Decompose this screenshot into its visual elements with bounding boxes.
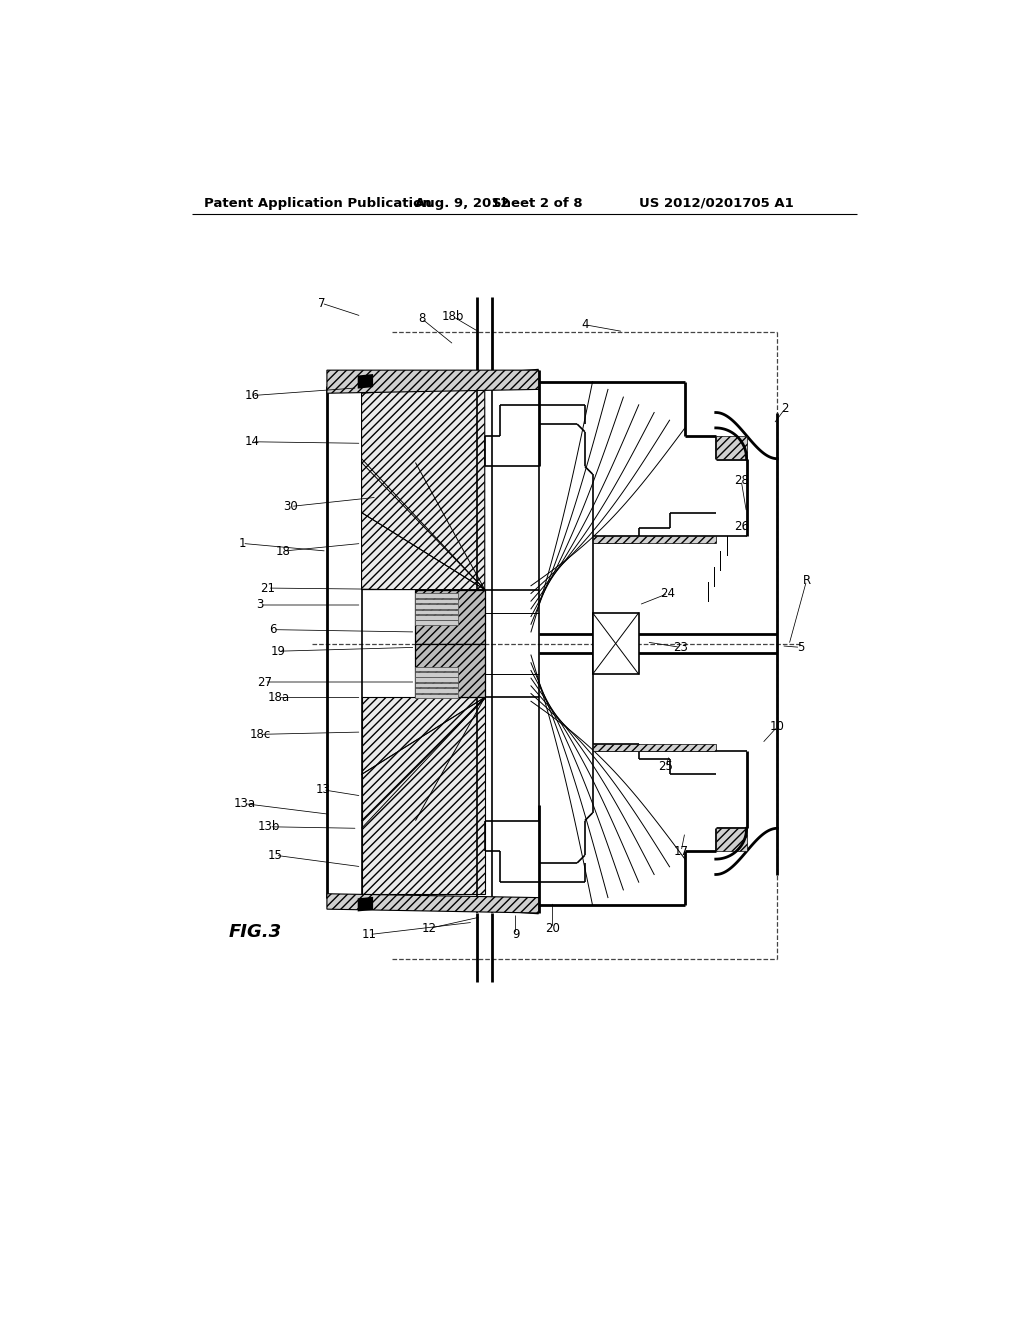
Text: 9: 9 <box>512 928 519 941</box>
Text: 26: 26 <box>733 520 749 533</box>
Polygon shape <box>593 743 716 751</box>
Polygon shape <box>716 829 746 851</box>
Polygon shape <box>716 436 746 459</box>
Text: 20: 20 <box>545 921 560 935</box>
Text: 18: 18 <box>275 545 291 557</box>
Text: 8: 8 <box>418 312 425 325</box>
Text: 13: 13 <box>315 783 331 796</box>
Text: 15: 15 <box>268 849 283 862</box>
Text: R: R <box>803 574 811 587</box>
Text: 10: 10 <box>770 721 784 733</box>
Bar <box>416 599 458 603</box>
Bar <box>416 615 458 619</box>
Text: 24: 24 <box>660 587 676 601</box>
Polygon shape <box>357 896 373 911</box>
Bar <box>416 610 458 614</box>
Bar <box>416 667 458 671</box>
Polygon shape <box>416 590 484 644</box>
Bar <box>416 688 458 693</box>
Text: 11: 11 <box>361 928 377 941</box>
Polygon shape <box>327 370 539 393</box>
Bar <box>416 693 458 698</box>
Text: Patent Application Publication: Patent Application Publication <box>204 197 431 210</box>
Text: 19: 19 <box>271 644 286 657</box>
Text: Aug. 9, 2012: Aug. 9, 2012 <box>416 197 510 210</box>
Text: 16: 16 <box>245 389 260 403</box>
Polygon shape <box>593 536 716 544</box>
Text: 18b: 18b <box>441 310 464 323</box>
Text: 18a: 18a <box>267 690 290 704</box>
Text: 4: 4 <box>581 318 589 331</box>
Text: 6: 6 <box>269 623 276 636</box>
Polygon shape <box>327 894 539 913</box>
Text: 30: 30 <box>284 500 298 513</box>
Text: 3: 3 <box>256 598 263 611</box>
Text: 14: 14 <box>245 436 260 449</box>
Text: US 2012/0201705 A1: US 2012/0201705 A1 <box>639 197 794 210</box>
Text: 12: 12 <box>422 921 437 935</box>
Polygon shape <box>416 644 484 697</box>
Text: 2: 2 <box>781 403 788 416</box>
Text: 13b: 13b <box>258 820 281 833</box>
Polygon shape <box>361 697 484 894</box>
Polygon shape <box>357 374 373 388</box>
Text: 23: 23 <box>673 640 688 653</box>
Text: 1: 1 <box>239 537 246 550</box>
Text: 27: 27 <box>257 676 272 689</box>
Bar <box>593 612 639 675</box>
Bar <box>416 620 458 626</box>
Text: Sheet 2 of 8: Sheet 2 of 8 <box>493 197 583 210</box>
Bar <box>416 682 458 688</box>
Text: FIG.3: FIG.3 <box>228 923 282 941</box>
Bar <box>416 605 458 609</box>
Bar <box>416 677 458 682</box>
Polygon shape <box>361 385 484 590</box>
Text: 25: 25 <box>658 760 673 774</box>
Bar <box>416 594 458 598</box>
Text: 7: 7 <box>317 297 326 310</box>
Text: 28: 28 <box>734 474 749 487</box>
Text: 18c: 18c <box>249 727 270 741</box>
Text: 5: 5 <box>797 640 804 653</box>
Text: 13a: 13a <box>233 797 256 810</box>
Bar <box>416 672 458 677</box>
Text: 17: 17 <box>674 845 688 858</box>
Text: 21: 21 <box>260 582 275 594</box>
